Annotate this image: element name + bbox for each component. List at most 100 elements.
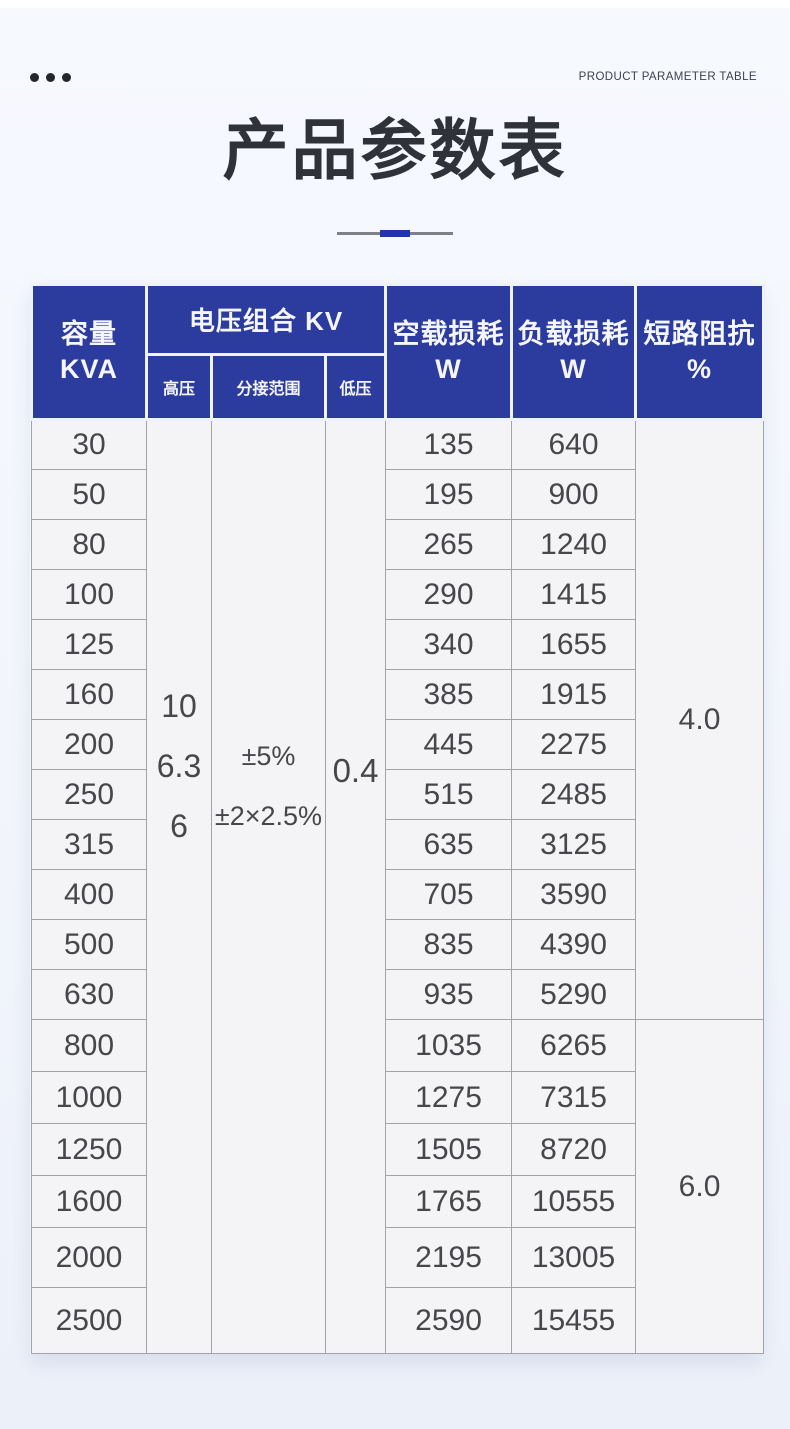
table-row: 800 1035 6265 6.0	[31, 1019, 765, 1354]
cell-no-load-loss: 2195	[385, 1227, 513, 1288]
decorative-dots-icon	[30, 73, 71, 82]
hv-value: 6	[170, 808, 188, 844]
cell-load-loss: 1915	[511, 669, 637, 720]
cell-capacity: 400	[31, 869, 147, 920]
header-capacity: 容量 KVA	[30, 283, 148, 421]
cell-capacity: 80	[31, 519, 147, 570]
cell-no-load-loss: 635	[385, 819, 513, 870]
table-header: 容量 KVA 电压组合 KV 空载损耗 W 负载损耗 W 短路阻抗 %	[30, 283, 766, 421]
cell-load-loss: 3590	[511, 869, 637, 920]
cell-load-loss: 7315	[511, 1071, 637, 1124]
cell-tap-merged: ±5% ±2×2.5%	[211, 419, 326, 1354]
hv: 10 6.3 6	[147, 676, 211, 856]
cell-load-loss: 15455	[511, 1287, 637, 1354]
tap-range-value: ±5%	[241, 741, 296, 771]
cell-capacity: 2500	[31, 1287, 147, 1354]
cell-no-load-loss: 340	[385, 619, 513, 670]
cell-no-load-loss: 705	[385, 869, 513, 920]
cell-no-load-loss: 385	[385, 669, 513, 720]
header-load-label: 负载损耗	[517, 318, 630, 349]
table-row: 400 705 3590	[31, 869, 764, 920]
cell-load-loss: 900	[511, 469, 637, 520]
cell-no-load-loss: 2590	[385, 1287, 513, 1354]
cell-capacity: 630	[31, 969, 147, 1020]
cell-no-load-loss: 835	[385, 919, 513, 970]
cell-capacity: 1250	[31, 1123, 147, 1176]
table-row: 2500 2590 15455	[31, 1287, 764, 1354]
tap-range: ±5% ±2×2.5%	[212, 726, 325, 846]
header-tap-range: 分接范围	[210, 353, 327, 421]
table-body: 30 10 6.3 6 ±5% ±2×2.5% 0.4 135 640 4.0 50 195 900 80…	[31, 419, 765, 1354]
cell-no-load-loss: 195	[385, 469, 513, 520]
title-divider-accent	[380, 230, 410, 237]
cell-capacity: 30	[31, 419, 147, 470]
lv: 0.4	[326, 751, 385, 791]
dot-icon	[46, 73, 55, 82]
cell-load-loss: 2485	[511, 769, 637, 820]
header-capacity-unit: KVA	[59, 354, 118, 384]
cell-hv-merged: 10 6.3 6	[146, 419, 212, 1354]
cell-load-loss: 1655	[511, 619, 637, 670]
header-hv: 高压	[145, 353, 213, 421]
header-voltage-combo: 电压组合 KV	[144, 283, 388, 356]
cell-load-loss: 1415	[511, 569, 637, 620]
page-title: 产品参数表	[222, 113, 568, 187]
table-row: 200 445 2275	[31, 719, 764, 770]
header-impedance-label: 短路阻抗	[643, 318, 756, 349]
cell-no-load-loss: 1035	[385, 1019, 513, 1072]
table-row: 30 10 6.3 6 ±5% ±2×2.5% 0.4 135 640 4.0	[31, 419, 765, 1354]
eyebrow-text: PRODUCT PARAMETER TABLE	[578, 71, 757, 83]
cell-capacity: 100	[31, 569, 147, 620]
cell-load-loss: 8720	[511, 1123, 637, 1176]
cell-load-loss: 1240	[511, 519, 637, 570]
table-row: 125 340 1655	[31, 619, 764, 670]
header-impedance-unit: %	[687, 354, 713, 384]
cell-load-loss: 5290	[511, 969, 637, 1020]
hv-value: 6.3	[156, 748, 202, 784]
header-no-load-loss: 空载损耗 W	[384, 283, 514, 421]
cell-capacity: 1600	[31, 1175, 147, 1228]
title-divider	[337, 230, 453, 237]
header-capacity-label: 容量	[61, 318, 117, 349]
cell-capacity: 500	[31, 919, 147, 970]
header-no-load-label: 空载损耗	[392, 318, 505, 349]
cell-load-loss: 3125	[511, 819, 637, 870]
header-load-loss: 负载损耗 W	[510, 283, 638, 421]
cell-no-load-loss: 265	[385, 519, 513, 570]
table-row: 1000 1275 7315	[31, 1071, 764, 1124]
header-no-load-unit: W	[435, 354, 462, 384]
cell-load-loss: 4390	[511, 919, 637, 970]
cell-load-loss: 640	[511, 419, 637, 470]
table-row: 315 635 3125	[31, 819, 764, 870]
header-lv: 低压	[323, 353, 388, 421]
cell-capacity: 800	[31, 1019, 147, 1072]
cell-no-load-loss: 1765	[385, 1175, 513, 1228]
header-load-unit: W	[560, 354, 587, 384]
cell-capacity: 1000	[31, 1071, 147, 1124]
cell-capacity: 250	[31, 769, 147, 820]
tap-range-value: ±2×2.5%	[214, 801, 323, 831]
cell-no-load-loss: 445	[385, 719, 513, 770]
table-row: 100 290 1415	[31, 569, 764, 620]
cell-capacity: 2000	[31, 1227, 147, 1288]
cell-no-load-loss: 135	[385, 419, 513, 470]
cell-no-load-loss: 935	[385, 969, 513, 1020]
table-row: 2000 2195 13005	[31, 1227, 764, 1288]
cell-load-loss: 10555	[511, 1175, 637, 1228]
table-row: 1250 1505 8720	[31, 1123, 764, 1176]
cell-capacity: 200	[31, 719, 147, 770]
dot-icon	[62, 73, 71, 82]
cell-impedance: 4.0	[635, 419, 765, 1020]
cell-no-load-loss: 515	[385, 769, 513, 820]
cell-load-loss: 13005	[511, 1227, 637, 1288]
cell-impedance: 6.0	[635, 1019, 765, 1354]
table-row: 50 195 900	[31, 469, 764, 520]
table-row: 250 515 2485	[31, 769, 764, 820]
cell-load-loss: 6265	[511, 1019, 637, 1072]
lv-value: 0.4	[332, 752, 379, 789]
dot-icon	[30, 73, 39, 82]
cell-capacity: 315	[31, 819, 147, 870]
cell-no-load-loss: 1505	[385, 1123, 513, 1176]
header-impedance: 短路阻抗 %	[634, 283, 766, 421]
